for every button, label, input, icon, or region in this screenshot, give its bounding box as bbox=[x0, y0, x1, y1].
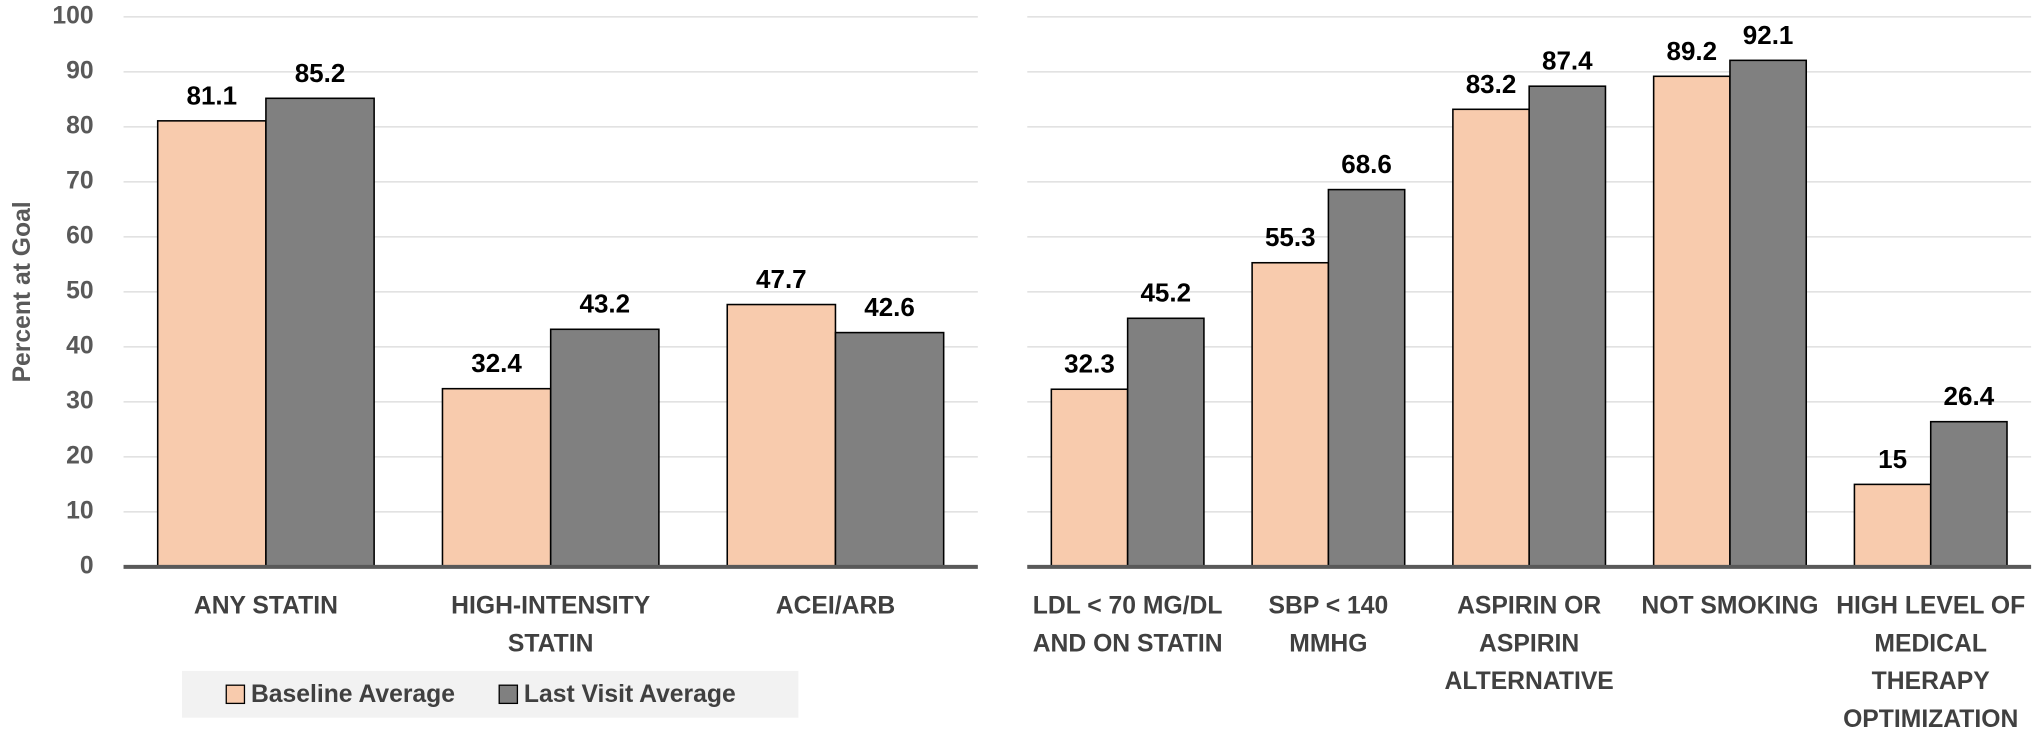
legend-box bbox=[182, 670, 799, 718]
value-label: 55.3 bbox=[1265, 222, 1316, 252]
bar bbox=[1853, 483, 1932, 568]
bar bbox=[1126, 317, 1205, 568]
x-label-box: ACEI/ARB bbox=[775, 592, 896, 621]
bar bbox=[1528, 85, 1607, 568]
value-label: 92.1 bbox=[1743, 20, 1794, 50]
y-tick-label: 30 bbox=[66, 387, 93, 414]
bar bbox=[1327, 188, 1406, 568]
x-label-box: HIGH LEVEL OF MEDICAL THERAPY OPTIMIZATI… bbox=[1836, 592, 2026, 732]
bar bbox=[1652, 75, 1731, 568]
x-tick-label: SBP < 140 MMHG bbox=[1268, 592, 1389, 658]
value-label: 89.2 bbox=[1666, 36, 1717, 66]
legend-label: Last Visit Average bbox=[524, 681, 736, 708]
y-tick-label: 10 bbox=[66, 497, 93, 524]
bar bbox=[1452, 108, 1530, 568]
legend-label: Baseline Average bbox=[251, 681, 455, 708]
y-tick-label: 50 bbox=[66, 277, 93, 304]
x-label-box: SBP < 140 MMHG bbox=[1268, 592, 1389, 658]
bar bbox=[1929, 420, 2008, 568]
legend-swatch bbox=[225, 684, 246, 705]
y-tick-label: 90 bbox=[66, 57, 93, 84]
x-label-box: HIGH-INTENSITY STATIN bbox=[451, 592, 651, 658]
bar bbox=[1729, 59, 1808, 568]
x-tick-label: HIGH-INTENSITY STATIN bbox=[451, 592, 651, 658]
y-tick-label: 40 bbox=[66, 332, 93, 359]
x-label-box: NOT SMOKING bbox=[1641, 592, 1819, 621]
y-axis-label: Percent at Goal bbox=[9, 201, 36, 382]
bar bbox=[834, 331, 945, 568]
value-label: 81.1 bbox=[187, 80, 238, 110]
y-tick-label: 60 bbox=[66, 222, 93, 249]
bar bbox=[441, 387, 552, 568]
x-tick-label: ANY STATIN bbox=[193, 592, 338, 621]
value-label: 32.4 bbox=[471, 348, 522, 378]
value-label: 83.2 bbox=[1466, 69, 1517, 99]
value-label: 43.2 bbox=[579, 289, 630, 319]
value-label: 32.3 bbox=[1064, 349, 1115, 379]
value-label: 45.2 bbox=[1140, 278, 1191, 308]
x-tick-label: NOT SMOKING bbox=[1641, 592, 1819, 621]
value-label: 47.7 bbox=[756, 264, 807, 294]
value-label: 26.4 bbox=[1944, 381, 1995, 411]
y-tick-label: 80 bbox=[66, 112, 93, 139]
bar bbox=[265, 97, 375, 568]
x-label-box: ANY STATIN bbox=[193, 592, 338, 621]
y-tick-label: 100 bbox=[52, 2, 93, 29]
x-tick-label: HIGH LEVEL OF MEDICAL THERAPY OPTIMIZATI… bbox=[1836, 592, 2026, 732]
legend-swatch bbox=[498, 684, 519, 705]
bar bbox=[726, 303, 837, 568]
x-label-box: LDL < 70 MG/DL AND ON STATIN bbox=[1032, 592, 1223, 658]
y-tick-label: 20 bbox=[66, 442, 93, 469]
bar bbox=[1251, 261, 1330, 568]
x-tick-label: LDL < 70 MG/DL AND ON STATIN bbox=[1032, 592, 1223, 658]
value-label: 42.6 bbox=[864, 292, 915, 322]
value-label: 68.6 bbox=[1341, 149, 1392, 179]
y-tick-label: 70 bbox=[66, 167, 93, 194]
value-label: 15 bbox=[1878, 444, 1907, 474]
y-tick-label: 0 bbox=[80, 552, 94, 579]
x-label-box: ASPIRIN OR ASPIRIN ALTERNATIVE bbox=[1444, 592, 1614, 696]
x-tick-label: ACEI/ARB bbox=[775, 592, 896, 621]
bar bbox=[1050, 388, 1129, 568]
value-label: 85.2 bbox=[295, 58, 346, 88]
bar bbox=[549, 328, 660, 568]
bar bbox=[156, 120, 267, 568]
value-label: 87.4 bbox=[1542, 46, 1593, 76]
x-tick-label: ASPIRIN OR ASPIRIN ALTERNATIVE bbox=[1444, 592, 1614, 696]
